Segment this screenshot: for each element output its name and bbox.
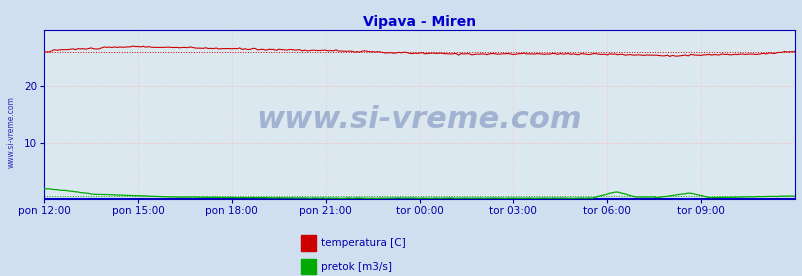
Text: www.si-vreme.com: www.si-vreme.com <box>6 97 15 168</box>
Text: pretok [m3/s]: pretok [m3/s] <box>321 262 391 272</box>
Text: www.si-vreme.com: www.si-vreme.com <box>257 105 581 134</box>
Title: Vipava - Miren: Vipava - Miren <box>363 15 476 29</box>
Text: temperatura [C]: temperatura [C] <box>321 238 406 248</box>
